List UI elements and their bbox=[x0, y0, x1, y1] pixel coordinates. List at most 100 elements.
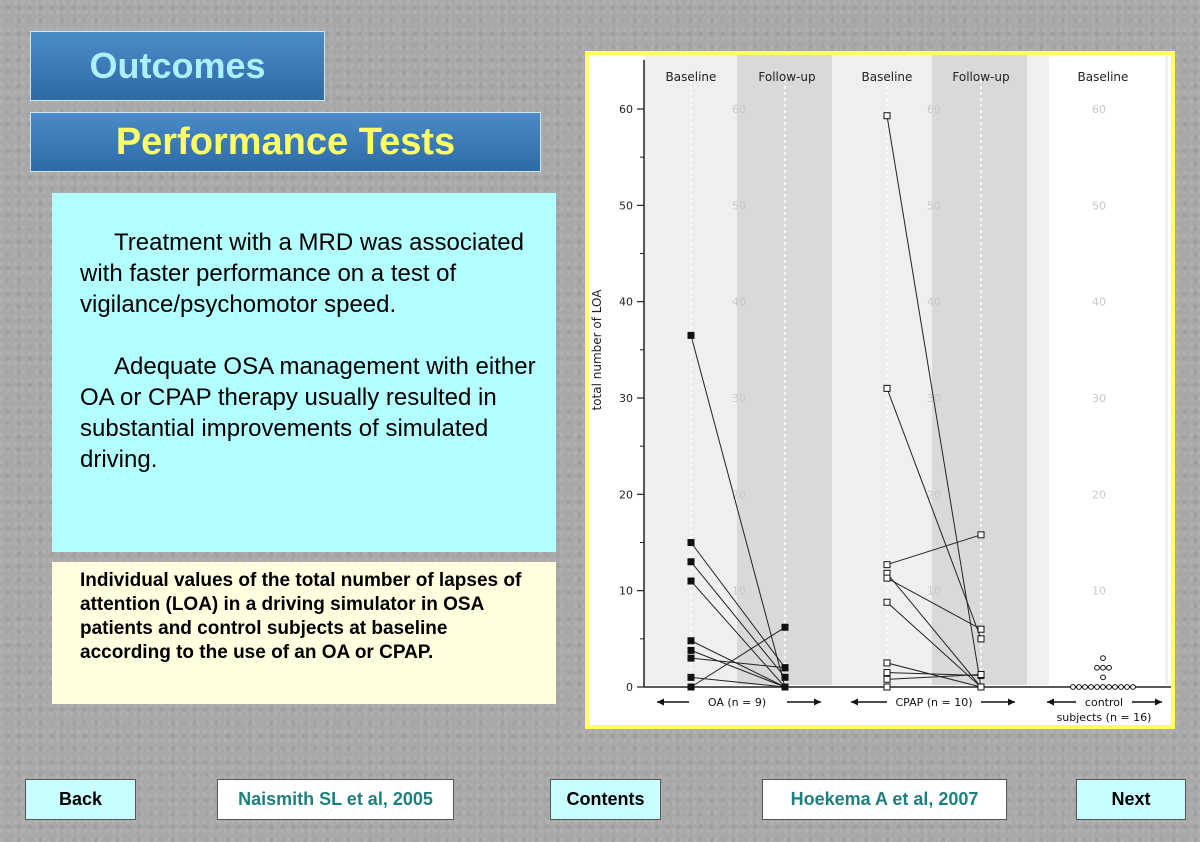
page-title: Performance Tests bbox=[30, 112, 541, 172]
oa-marker bbox=[687, 654, 695, 662]
control-marker bbox=[1088, 684, 1094, 690]
summary-textbox: Treatment with a MRD was associated with… bbox=[52, 193, 556, 552]
cpap-marker bbox=[977, 625, 985, 633]
pair-line bbox=[886, 601, 982, 688]
oa-arrow-right-head bbox=[814, 698, 821, 706]
faint-tick-label: 50 bbox=[1092, 199, 1106, 212]
next-button[interactable]: Next bbox=[1076, 779, 1186, 820]
figure-caption: Individual values of the total number of… bbox=[52, 562, 556, 704]
pair-lines bbox=[690, 115, 982, 688]
faint-tick-label: 40 bbox=[1092, 296, 1106, 309]
summary-paragraph-1: Treatment with a MRD was associated with… bbox=[80, 229, 524, 318]
cpap-marker bbox=[883, 659, 891, 667]
oa-marker bbox=[781, 623, 789, 631]
control-marker bbox=[1118, 684, 1124, 690]
pair-line bbox=[690, 335, 786, 688]
data-markers bbox=[687, 112, 1136, 691]
pair-line bbox=[886, 573, 982, 688]
cpap-marker bbox=[977, 635, 985, 643]
faint-tick-label: 10 bbox=[927, 585, 941, 598]
y-tick-label: 20 bbox=[619, 488, 633, 501]
faint-tick-label: 50 bbox=[927, 199, 941, 212]
control-marker bbox=[1094, 684, 1100, 690]
control-arrow-right-head bbox=[1155, 698, 1162, 706]
y-tick-label: 50 bbox=[619, 199, 633, 212]
faint-tick-label: 30 bbox=[732, 392, 746, 405]
y-tick-label: 40 bbox=[619, 296, 633, 309]
oa-marker bbox=[687, 637, 695, 645]
pair-line bbox=[886, 662, 982, 688]
group-label: control bbox=[1085, 696, 1123, 709]
control-panel bbox=[1049, 55, 1165, 685]
control-marker bbox=[1076, 684, 1082, 690]
y-tick-label: 0 bbox=[626, 681, 633, 694]
column-label: Baseline bbox=[862, 70, 913, 84]
pair-line bbox=[690, 640, 786, 688]
pair-line bbox=[690, 542, 786, 669]
control-marker bbox=[1082, 684, 1088, 690]
pair-line bbox=[886, 115, 982, 688]
control-marker bbox=[1100, 655, 1106, 661]
column-label: Follow-up bbox=[758, 70, 815, 84]
faint-tick-label: 20 bbox=[732, 488, 746, 501]
reference-naismith-button[interactable]: Naismith SL et al, 2005 bbox=[217, 779, 454, 820]
reference-hoekema-button[interactable]: Hoekema A et al, 2007 bbox=[762, 779, 1007, 820]
oa-marker bbox=[687, 673, 695, 681]
control-marker bbox=[1112, 684, 1118, 690]
cpap-marker bbox=[883, 598, 891, 606]
column-labels: Baseline Follow-up Baseline Follow-up Baseli… bbox=[666, 70, 1129, 84]
faint-tick-label: 40 bbox=[927, 296, 941, 309]
group-labels: OA (n = 9) CPAP (n = 10) control subjects (… bbox=[657, 696, 1162, 724]
oa-marker bbox=[781, 664, 789, 672]
group-label: subjects (n = 16) bbox=[1057, 711, 1152, 724]
control-marker bbox=[1106, 684, 1112, 690]
control-marker bbox=[1106, 664, 1112, 671]
faint-tick-label: 60 bbox=[1092, 103, 1106, 116]
y-tick-label: 10 bbox=[619, 585, 633, 598]
cpap-marker bbox=[977, 531, 985, 539]
cpap-marker bbox=[883, 561, 891, 569]
group-label: OA (n = 9) bbox=[708, 696, 766, 709]
cpap-marker bbox=[977, 670, 985, 678]
pair-line bbox=[886, 577, 982, 630]
cpap-marker bbox=[883, 112, 891, 120]
cpap-marker bbox=[883, 574, 891, 582]
oa-marker bbox=[687, 683, 695, 691]
oa-marker bbox=[687, 331, 695, 339]
pair-line bbox=[690, 657, 786, 669]
oa-arrow-left-head bbox=[657, 698, 664, 706]
faint-tick-labels: 101010202020303030404040505050606060 bbox=[732, 103, 1106, 598]
faint-tick-label: 60 bbox=[732, 103, 746, 116]
pair-line bbox=[886, 388, 982, 640]
y-tick-label: 60 bbox=[619, 103, 633, 116]
pair-line bbox=[886, 673, 982, 680]
pair-line bbox=[690, 580, 786, 688]
control-marker bbox=[1070, 684, 1076, 690]
pair-line bbox=[690, 649, 786, 688]
section-title: Outcomes bbox=[30, 31, 325, 101]
cpap-followup-band bbox=[932, 55, 1027, 685]
y-tick-label: 30 bbox=[619, 392, 633, 405]
pair-line bbox=[886, 534, 982, 566]
cpap-marker bbox=[883, 683, 891, 691]
oa-marker bbox=[781, 673, 789, 681]
control-arrow-left-head bbox=[1047, 698, 1054, 706]
column-label: Baseline bbox=[666, 70, 717, 84]
faint-tick-label: 30 bbox=[1092, 392, 1106, 405]
chart-frame: total number of LOA 0 10 20 30 40 50 60 10 10 10… bbox=[585, 51, 1175, 729]
pair-line bbox=[690, 561, 786, 678]
summary-paragraph-2: Adequate OSA management with either OA o… bbox=[80, 353, 536, 473]
oa-marker bbox=[781, 683, 789, 691]
cpap-marker bbox=[883, 669, 891, 677]
faint-tick-label: 20 bbox=[927, 488, 941, 501]
column-label: Follow-up bbox=[952, 70, 1009, 84]
contents-button[interactable]: Contents bbox=[550, 779, 661, 820]
oa-marker bbox=[687, 539, 695, 546]
faint-tick-label: 10 bbox=[1092, 585, 1106, 598]
pair-line bbox=[690, 626, 786, 688]
loa-chart: total number of LOA 0 10 20 30 40 50 60 10 10 10… bbox=[589, 55, 1171, 725]
faint-tick-label: 50 bbox=[732, 199, 746, 212]
control-marker bbox=[1124, 684, 1130, 690]
group-label: CPAP (n = 10) bbox=[895, 696, 972, 709]
back-button[interactable]: Back bbox=[25, 779, 136, 820]
